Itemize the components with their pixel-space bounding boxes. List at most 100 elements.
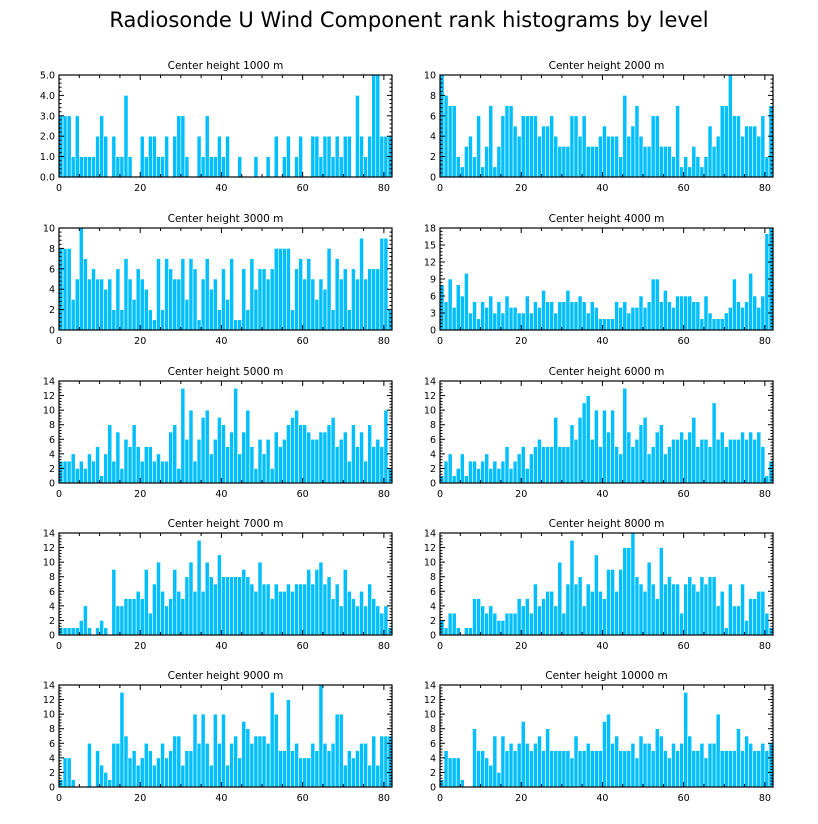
histogram-bar [642, 742, 648, 788]
histogram-bar [654, 278, 660, 331]
histogram-bar [334, 583, 340, 636]
histogram-bar [233, 387, 238, 484]
histogram-bar [359, 431, 364, 484]
y-tick-label: 14 [424, 377, 436, 388]
histogram-bar [225, 135, 230, 178]
x-tick-label: 40 [215, 183, 227, 194]
histogram-bar [764, 612, 770, 636]
histogram-bar [83, 156, 88, 178]
histogram-bar [744, 438, 749, 484]
histogram-bar [565, 750, 571, 788]
histogram-bar [83, 258, 88, 331]
histogram-bar [760, 295, 766, 331]
histogram-bar [359, 590, 364, 636]
histogram-bar [679, 295, 684, 331]
histogram-bar [768, 742, 774, 788]
histogram-bar [512, 460, 518, 484]
histogram-bar [537, 438, 542, 484]
histogram-bar [541, 125, 546, 178]
y-tick-label: 12 [424, 391, 436, 402]
histogram-bar [192, 268, 198, 331]
histogram-bar [172, 424, 178, 484]
histogram-bar [732, 438, 737, 484]
histogram-bar [658, 301, 664, 331]
histogram-bar [322, 583, 328, 636]
histogram-bar [504, 295, 510, 331]
histogram-bar [671, 742, 676, 788]
histogram-bar [119, 605, 125, 636]
histogram-bar [719, 750, 725, 788]
histogram-bar [143, 288, 149, 331]
histogram-bar [679, 166, 684, 178]
histogram-bar [123, 598, 129, 636]
histogram-bar [638, 583, 644, 636]
histogram-bar [520, 446, 526, 484]
histogram-bar [695, 590, 701, 636]
histogram-bar [302, 424, 308, 484]
histogram-bar [691, 583, 697, 636]
histogram-bar [245, 409, 251, 484]
histogram-bar [500, 460, 506, 484]
y-tick-label: 10 [43, 224, 55, 235]
histogram-bar [115, 431, 121, 484]
histogram-bar [756, 135, 762, 178]
y-tick-label: 18 [424, 224, 436, 235]
histogram-bar [111, 742, 117, 788]
histogram-bar [524, 295, 530, 331]
histogram-bar [455, 156, 461, 178]
histogram-bar [581, 605, 587, 636]
x-tick-label: 0 [56, 183, 62, 194]
histogram-bar [123, 258, 129, 331]
plot-frame [58, 74, 393, 178]
histogram-bar [269, 691, 275, 788]
histogram-bar [172, 135, 178, 178]
x-tick-label: 60 [678, 793, 690, 804]
x-tick-label: 20 [134, 793, 146, 804]
histogram-panel-6: Center height 6000 m 0 20 40 60 80 0 2 4 6 8 10 12 14 [424, 366, 774, 500]
histogram-bar [375, 438, 381, 484]
histogram-bar [367, 764, 372, 788]
histogram-bar [671, 583, 676, 636]
histogram-bar [204, 115, 210, 178]
histogram-bar [192, 713, 198, 788]
histogram-bar [598, 750, 603, 788]
histogram-bar [225, 446, 230, 484]
histogram-bar [480, 166, 485, 178]
histogram-bar [496, 468, 502, 484]
histogram-bar [520, 312, 526, 331]
histogram-bar [638, 295, 644, 331]
histogram-bar [447, 453, 453, 484]
histogram-bar [484, 307, 490, 331]
histogram-bar [379, 135, 385, 178]
histogram-bar [168, 598, 174, 636]
histogram-bar [99, 278, 104, 331]
histogram-bar [225, 764, 230, 788]
histogram-bar [630, 742, 636, 788]
histogram-bar [622, 750, 628, 788]
histogram-bar [719, 318, 725, 331]
histogram-bar [715, 318, 721, 331]
histogram-bar [455, 284, 461, 331]
y-tick-label: 8 [430, 724, 436, 735]
histogram-bar [70, 299, 76, 331]
histogram-bar [756, 307, 762, 331]
histogram-bar [533, 583, 538, 636]
histogram-bar [602, 125, 607, 178]
histogram-bar [496, 620, 502, 636]
histogram-bar [719, 590, 725, 636]
histogram-bar [237, 576, 243, 636]
histogram-bar [290, 750, 295, 788]
histogram-bar [500, 735, 506, 788]
histogram-bar [663, 146, 668, 178]
histogram-bar [642, 590, 648, 636]
histogram-bar [127, 278, 133, 331]
histogram-bar [103, 772, 109, 788]
histogram-bar [225, 576, 230, 636]
panel-title: Center height 5000 m [168, 366, 284, 378]
histogram-bar [492, 612, 498, 636]
histogram-bar [213, 438, 218, 484]
histogram-bar [371, 268, 377, 331]
histogram-bar [752, 750, 758, 788]
histogram-bar [492, 735, 498, 788]
histogram-bar [630, 446, 636, 484]
